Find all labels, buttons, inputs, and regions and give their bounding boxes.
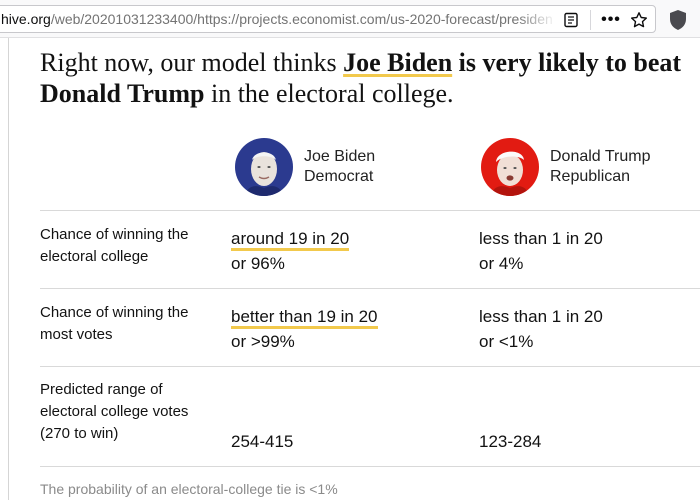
toolbar-separator [590, 10, 591, 30]
candidate-trump-text: Donald Trump Republican [550, 147, 651, 187]
page-left-border [8, 38, 9, 500]
biden-percent: or 96% [231, 254, 285, 273]
headline-biden: Joe Biden [343, 48, 453, 77]
trump-portrait-icon [481, 138, 539, 196]
url-text[interactable]: hive.org/web/20201031233400/https://proj… [1, 11, 553, 27]
table-divider [40, 288, 700, 289]
row-label-electoral-college: Chance of winning the electoral college [40, 224, 188, 268]
candidate-party: Democrat [304, 168, 374, 185]
trump-odds: less than 1 in 20 [479, 307, 603, 326]
browser-toolbar: hive.org/web/20201031233400/https://proj… [0, 0, 700, 38]
headline: Right now, our model thinks Joe Biden is… [40, 47, 700, 109]
row-label-line: Chance of winning the [40, 304, 189, 321]
headline-suffix: in the electoral college. [204, 79, 454, 108]
candidate-party: Republican [550, 168, 631, 185]
biden-percent: or >99% [231, 332, 295, 351]
biden-electoral-college-chance: around 19 in 20 or 96% [231, 226, 350, 276]
row-label-line: most votes [40, 326, 113, 343]
reader-view-icon[interactable] [560, 9, 582, 31]
row-label-line: electoral college votes [40, 403, 189, 420]
row-label-line: (270 to win) [40, 425, 119, 442]
candidate-name: Donald Trump [550, 148, 651, 165]
headline-text: Right now, our model thinks [40, 48, 344, 77]
biden-odds-highlight: around 19 in 20 [231, 229, 350, 251]
table-divider [40, 210, 700, 211]
bookmark-star-icon[interactable] [628, 9, 650, 31]
table-divider [40, 366, 700, 367]
row-label-line: Chance of winning the [40, 226, 189, 243]
trump-percent: or <1% [479, 332, 534, 351]
biden-odds-highlight: better than 19 in 20 [231, 307, 378, 329]
row-label-vote-range: Predicted range of electoral college vot… [40, 379, 188, 445]
row-label-line: electoral college [40, 248, 149, 265]
tracking-protection-shield-icon[interactable] [668, 9, 688, 31]
row-label-line: Predicted range of [40, 381, 163, 398]
candidate-name: Joe Biden [304, 148, 376, 165]
trump-percent: or 4% [479, 254, 524, 273]
candidate-trump: Donald Trump Republican [481, 138, 651, 196]
footnote: The probability of an electoral-college … [40, 481, 338, 497]
page-actions-menu-icon[interactable]: ••• [601, 11, 621, 28]
table-divider [40, 466, 700, 467]
candidate-biden: Joe Biden Democrat [235, 138, 375, 196]
trump-most-votes-chance: less than 1 in 20 or <1% [479, 304, 603, 354]
headline-emphasis: is very likely to beat [452, 48, 682, 77]
biden-vote-range: 254-415 [231, 432, 294, 451]
trump-odds: less than 1 in 20 [479, 229, 603, 248]
headline-trump: Donald Trump [40, 79, 205, 108]
url-host: hive.org [1, 11, 51, 27]
candidate-biden-text: Joe Biden Democrat [304, 147, 375, 187]
address-bar[interactable]: hive.org/web/20201031233400/https://proj… [0, 5, 656, 33]
biden-portrait-icon [235, 138, 293, 196]
url-fade [517, 7, 557, 31]
row-label-most-votes: Chance of winning the most votes [40, 302, 188, 346]
url-path: /web/20201031233400/https://projects.eco… [50, 11, 553, 27]
biden-most-votes-chance: better than 19 in 20 or >99% [231, 304, 378, 354]
trump-electoral-college-chance: less than 1 in 20 or 4% [479, 226, 603, 276]
trump-vote-range: 123-284 [479, 432, 542, 451]
